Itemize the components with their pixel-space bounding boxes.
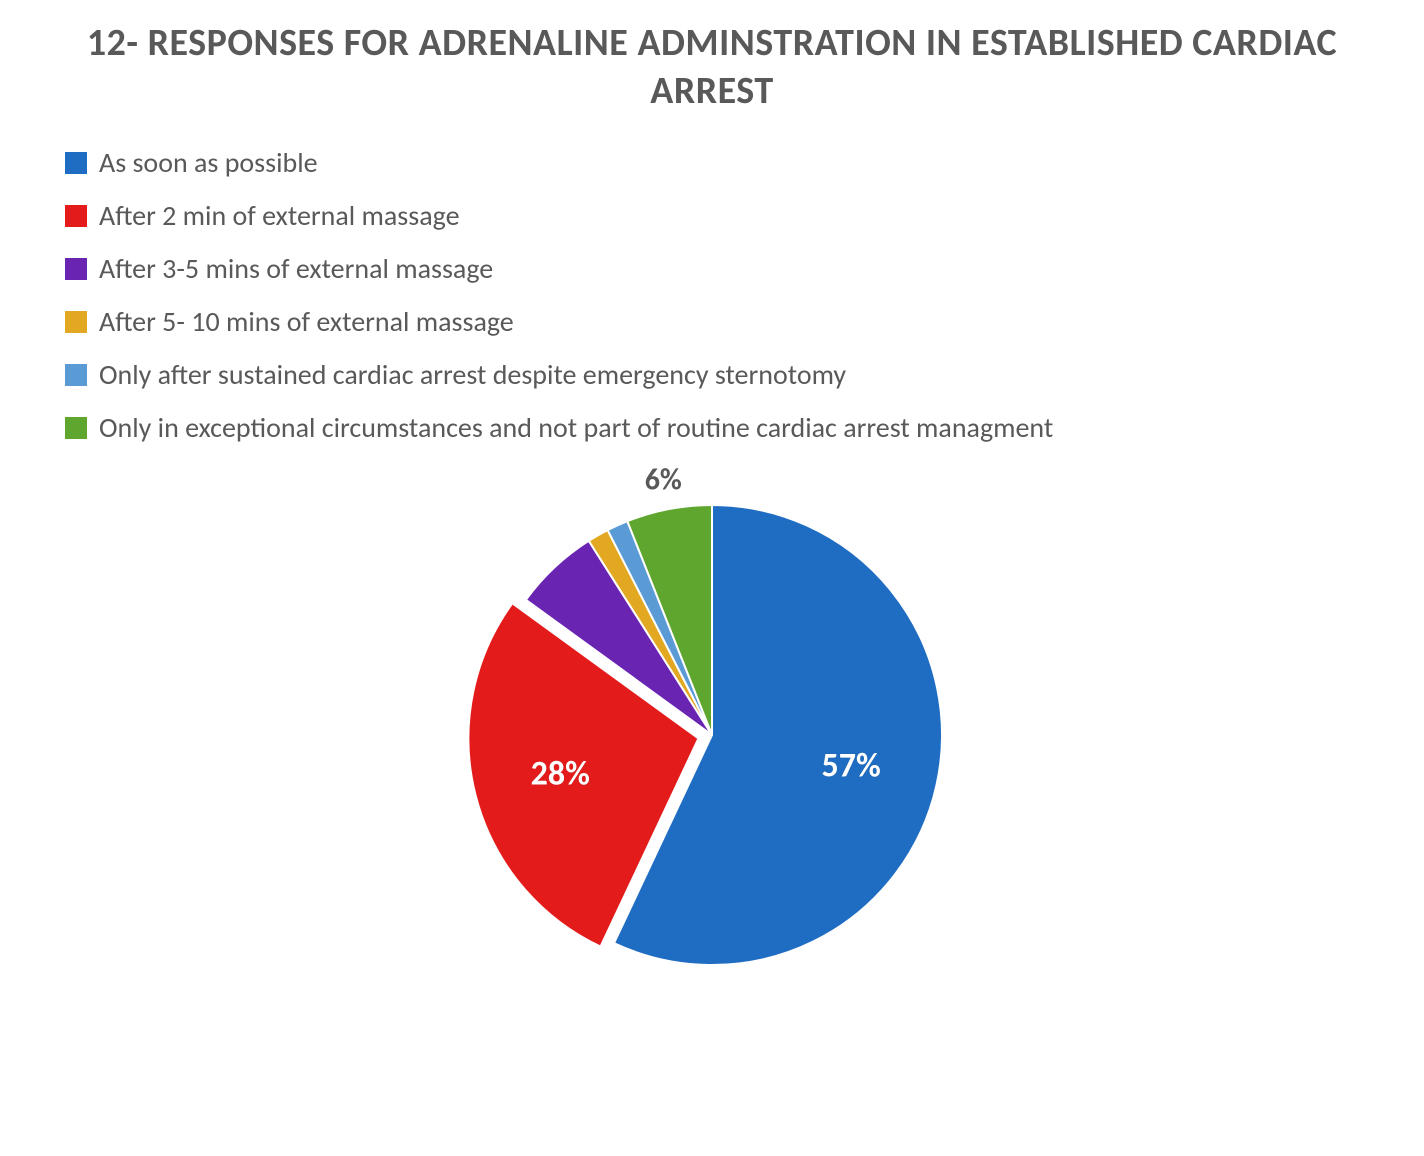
legend-swatch	[65, 258, 87, 280]
legend-item: After 5- 10 mins of external massage	[65, 304, 1394, 339]
legend-swatch	[65, 205, 87, 227]
pie-slice-label: 57%	[822, 746, 881, 787]
legend-item: After 3-5 mins of external massage	[65, 251, 1394, 286]
legend: As soon as possible After 2 min of extern…	[65, 145, 1394, 445]
pie-slice-label: 6%	[645, 461, 682, 498]
legend-item: Only after sustained cardiac arrest desp…	[65, 357, 1394, 392]
pie-chart: 57%28%6%	[442, 465, 982, 1005]
legend-item: After 2 min of external massage	[65, 198, 1394, 233]
pie-svg	[442, 465, 982, 1005]
chart-area: 57%28%6%	[30, 465, 1394, 1005]
legend-label: As soon as possible	[99, 145, 318, 180]
legend-swatch	[65, 364, 87, 386]
legend-label: Only after sustained cardiac arrest desp…	[99, 357, 846, 392]
legend-label: After 3-5 mins of external massage	[99, 251, 493, 286]
legend-label: After 2 min of external massage	[99, 198, 460, 233]
legend-label: After 5- 10 mins of external massage	[99, 304, 514, 339]
figure-container: 12- RESPONSES FOR ADRENALINE ADMINSTRATI…	[0, 0, 1424, 1156]
chart-title: 12- RESPONSES FOR ADRENALINE ADMINSTRATI…	[30, 20, 1394, 115]
legend-label: Only in exceptional circumstances and no…	[99, 410, 1053, 445]
legend-swatch	[65, 152, 87, 174]
legend-swatch	[65, 417, 87, 439]
pie-slice-label: 28%	[531, 753, 590, 794]
legend-item: Only in exceptional circumstances and no…	[65, 410, 1394, 445]
legend-item: As soon as possible	[65, 145, 1394, 180]
legend-swatch	[65, 311, 87, 333]
